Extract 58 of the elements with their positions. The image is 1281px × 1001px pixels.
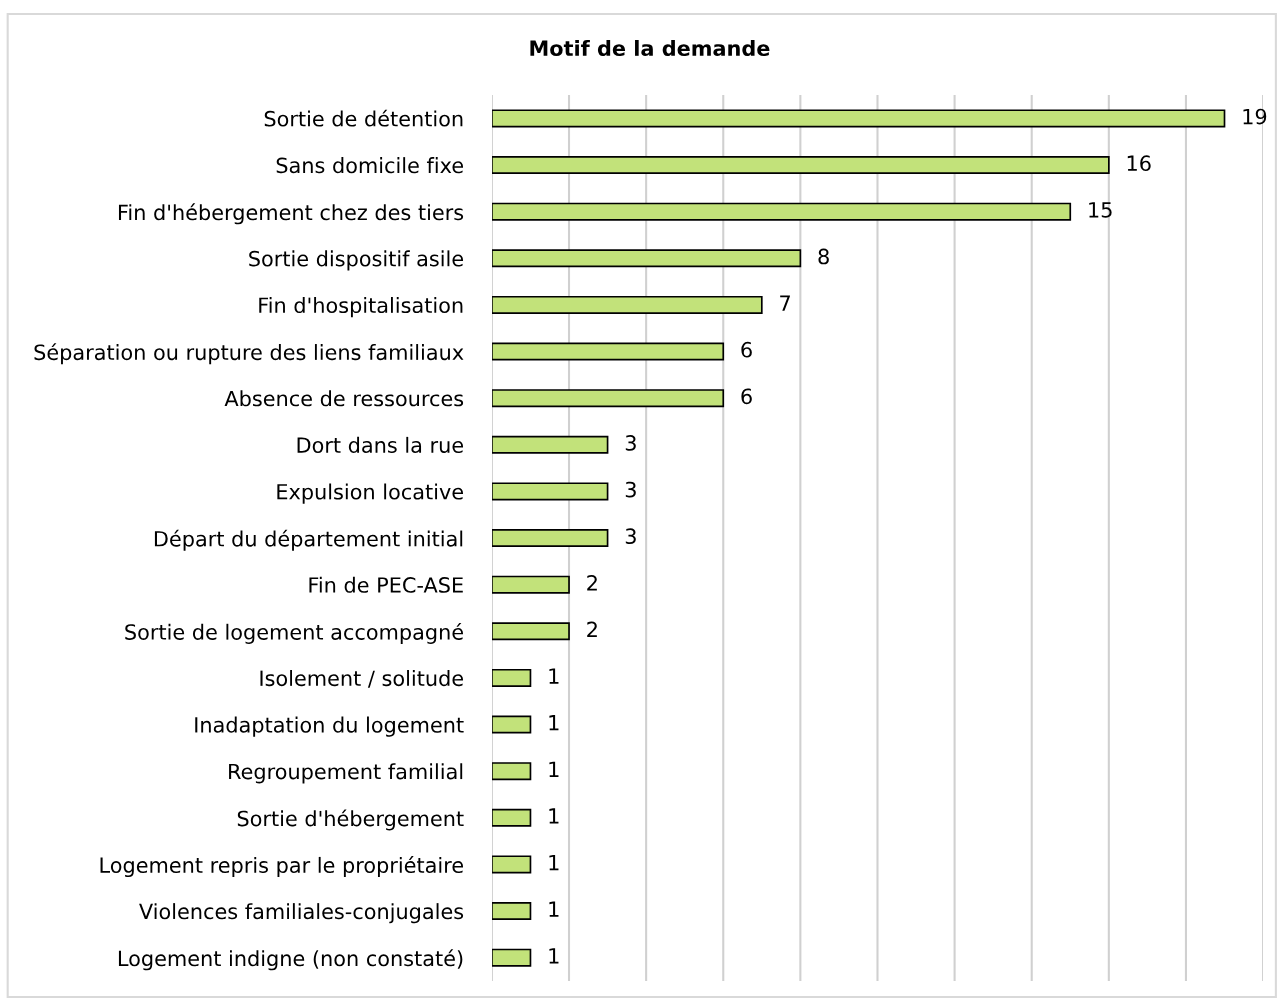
y-tick-label: Dort dans la rue xyxy=(297,436,464,453)
data-label: 2 xyxy=(587,621,597,638)
y-tick-label: Sans domicile fixe xyxy=(276,157,464,174)
bar xyxy=(491,435,609,454)
data-label: 1 xyxy=(549,715,559,731)
y-tick-label: Fin d'hébergement chez des tiers xyxy=(118,203,464,225)
y-tick-label: Fin de PEC-ASE xyxy=(309,576,463,593)
y-tick-label: Logement repris par le propriétaire xyxy=(100,856,464,878)
bar xyxy=(491,668,532,687)
bar xyxy=(491,295,763,314)
y-tick-label: Inadaptation du logement xyxy=(195,716,464,737)
data-label: 1 xyxy=(549,854,559,871)
data-label: 1 xyxy=(549,808,559,824)
y-tick-label: Sortie d'hébergement xyxy=(237,809,464,831)
data-label: 3 xyxy=(625,528,636,545)
y-tick-label: Sortie dispositif asile xyxy=(249,250,464,271)
data-label: 1 xyxy=(549,668,559,684)
bar xyxy=(491,808,532,827)
data-label: 3 xyxy=(625,435,636,451)
y-tick-label: Absence de ressources xyxy=(224,390,464,407)
bar xyxy=(491,249,802,268)
chart-title: Motif de la demande xyxy=(530,39,770,57)
data-label: 6 xyxy=(741,341,752,358)
data-label: 8 xyxy=(818,248,829,265)
bar xyxy=(491,202,1072,221)
data-label: 2 xyxy=(587,574,597,591)
data-label: 16 xyxy=(1127,155,1151,172)
bar xyxy=(491,902,532,921)
y-tick-label: Départ du département initial xyxy=(154,529,463,551)
y-tick-label: Violences familiales-conjugales xyxy=(139,903,464,924)
bar xyxy=(491,482,609,501)
bar xyxy=(491,342,725,361)
data-label: 6 xyxy=(741,388,752,405)
bar xyxy=(491,389,725,408)
bar xyxy=(491,762,532,781)
data-label: 7 xyxy=(780,295,790,311)
bar xyxy=(491,715,532,734)
y-tick-label: Isolement / solitude xyxy=(260,670,464,688)
bar xyxy=(491,575,570,594)
bar xyxy=(491,855,532,874)
bar xyxy=(491,529,609,548)
bar xyxy=(491,948,532,967)
data-label: 3 xyxy=(625,481,636,498)
y-tick-label: Sortie de détention xyxy=(264,109,463,127)
bar xyxy=(491,109,1226,128)
data-label: 1 xyxy=(549,948,559,964)
data-label: 19 xyxy=(1243,108,1267,125)
data-label: 15 xyxy=(1089,202,1112,218)
y-tick-label: Regroupement familial xyxy=(229,763,463,784)
bar xyxy=(491,622,570,641)
y-tick-label: Logement indigne (non constaté) xyxy=(118,949,463,971)
y-tick-label: Expulsion locative xyxy=(277,483,464,504)
y-tick-label: Séparation ou rupture des liens familiaux xyxy=(34,343,464,365)
y-tick-label: Fin d'hospitalisation xyxy=(259,296,463,318)
y-tick-label: Sortie de logement accompagné xyxy=(125,622,464,644)
bar xyxy=(491,156,1110,175)
data-label: 1 xyxy=(549,901,559,917)
data-label: 1 xyxy=(549,761,559,777)
